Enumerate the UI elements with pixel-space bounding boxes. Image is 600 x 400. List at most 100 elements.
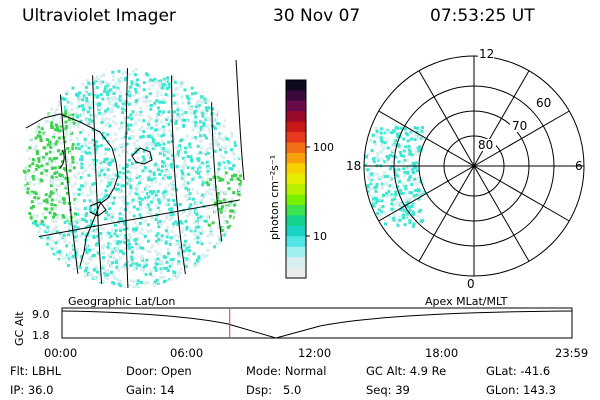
timeline-tick-1800: 18:00 (425, 346, 458, 360)
emission-pixel (149, 229, 153, 233)
emission-pixel (43, 146, 47, 150)
emission-pixel (232, 191, 236, 195)
emission-pixel (237, 204, 241, 208)
emission-pixel (30, 139, 34, 143)
emission-pixel (185, 119, 189, 123)
emission-pixel (149, 200, 153, 204)
emission-pixel (418, 145, 422, 149)
emission-pixel (197, 255, 201, 259)
emission-pixel (69, 115, 73, 119)
emission-pixel (82, 230, 86, 234)
emission-pixel (170, 230, 174, 234)
emission-pixel (187, 252, 191, 256)
emission-pixel (108, 124, 112, 128)
emission-pixel (182, 80, 185, 83)
emission-pixel (92, 253, 96, 257)
emission-pixel (106, 277, 109, 281)
emission-pixel (141, 135, 145, 139)
emission-pixel (97, 107, 101, 111)
emission-pixel (205, 254, 209, 257)
emission-pixel (120, 123, 124, 127)
emission-pixel (68, 222, 72, 226)
emission-pixel (103, 195, 107, 199)
emission-pixel (156, 253, 159, 257)
emission-pixel (128, 233, 131, 237)
emission-pixel (81, 82, 85, 86)
emission-pixel (239, 174, 242, 178)
emission-pixel (201, 114, 205, 118)
emission-pixel (51, 166, 54, 170)
emission-pixel (217, 167, 221, 171)
emission-pixel (86, 105, 90, 109)
emission-pixel (75, 261, 79, 265)
emission-pixel (60, 182, 64, 185)
emission-pixel (115, 88, 119, 92)
emission-pixel (80, 155, 84, 159)
emission-pixel (31, 174, 35, 178)
emission-pixel (233, 157, 237, 161)
color-scale-swatch (286, 100, 306, 112)
emission-pixel (110, 247, 114, 251)
emission-pixel (133, 267, 137, 271)
emission-pixel (140, 197, 144, 201)
emission-pixel (116, 86, 120, 90)
emission-pixel (179, 243, 183, 247)
emission-pixel (409, 137, 413, 141)
emission-pixel (119, 187, 123, 191)
emission-pixel (194, 105, 198, 109)
emission-pixel (87, 164, 91, 168)
emission-pixel (65, 133, 69, 136)
emission-pixel (192, 264, 196, 268)
emission-pixel (214, 143, 218, 147)
emission-pixel (209, 231, 212, 235)
emission-pixel (396, 185, 399, 189)
emission-pixel (385, 154, 389, 158)
emission-pixel (69, 134, 73, 138)
emission-pixel (126, 170, 130, 174)
emission-pixel (88, 199, 92, 203)
emission-pixel (85, 118, 89, 122)
emission-pixel (186, 166, 190, 170)
emission-pixel (49, 180, 53, 184)
emission-pixel (205, 148, 209, 152)
emission-pixel (123, 143, 127, 147)
emission-pixel (54, 241, 58, 245)
emission-pixel (215, 242, 219, 245)
emission-pixel (97, 77, 101, 81)
emission-pixel (46, 225, 50, 229)
emission-pixel (201, 128, 205, 132)
emission-pixel (105, 233, 109, 237)
emission-pixel (149, 153, 153, 157)
emission-pixel (134, 166, 138, 170)
emission-pixel (206, 172, 210, 176)
emission-pixel (136, 237, 140, 241)
emission-pixel (134, 68, 138, 72)
emission-pixel (89, 209, 93, 213)
emission-pixel (372, 204, 376, 208)
emission-pixel (380, 143, 384, 147)
emission-pixel (155, 234, 159, 238)
emission-pixel (157, 237, 161, 241)
emission-pixel (119, 284, 123, 288)
emission-pixel (399, 153, 403, 157)
color-scale-swatch (286, 267, 306, 279)
emission-pixel (56, 215, 59, 219)
emission-pixel (158, 127, 162, 131)
emission-pixel (209, 114, 213, 118)
emission-pixel (185, 247, 189, 251)
emission-pixel (191, 187, 195, 191)
emission-pixel (421, 126, 424, 130)
emission-pixel (50, 207, 54, 211)
emission-pixel (206, 258, 210, 262)
emission-pixel (156, 168, 160, 172)
emission-pixel (168, 150, 172, 154)
emission-pixel (67, 163, 70, 167)
emission-pixel (194, 115, 198, 119)
emission-pixel (114, 132, 117, 136)
emission-pixel (156, 91, 160, 95)
emission-pixel (160, 259, 164, 263)
emission-pixel (119, 144, 123, 148)
emission-pixel (116, 248, 120, 252)
emission-pixel (59, 115, 63, 119)
emission-pixel (177, 277, 180, 281)
